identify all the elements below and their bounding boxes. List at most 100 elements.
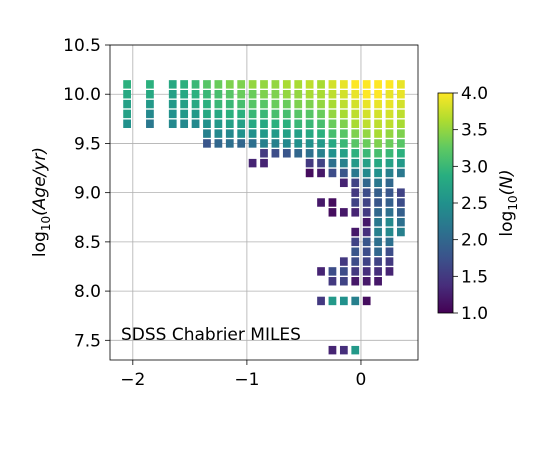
heatmap-cell-223 xyxy=(385,158,394,168)
heatmap-cell-173 xyxy=(362,89,371,99)
heatmap-cell-186 xyxy=(362,217,371,227)
heatmap-cell-137 xyxy=(339,119,348,128)
heatmap-cell-82 xyxy=(282,119,291,128)
heatmap-cell-146 xyxy=(339,267,348,276)
heatmap-cell-145 xyxy=(339,257,348,266)
colorbar-tick-label-5: 3.5 xyxy=(461,121,488,141)
heatmap-cell-1 xyxy=(123,89,131,99)
heatmap-cell-205 xyxy=(374,188,382,197)
heatmap-cell-52 xyxy=(237,139,246,148)
y-tick-label-5: 10.0 xyxy=(63,85,101,105)
heatmap-cell-94 xyxy=(305,80,314,89)
heatmap-cell-172 xyxy=(362,80,371,89)
x-axis-ticks: −2 −1 0 xyxy=(120,360,366,390)
heatmap-cell-218 xyxy=(385,109,394,119)
heatmap-cell-84 xyxy=(282,139,291,148)
heatmap-cell-189 xyxy=(362,247,371,256)
heatmap-cell-217 xyxy=(385,99,394,109)
heatmap-cell-138 xyxy=(339,129,348,138)
heatmap-cell-69 xyxy=(260,158,268,168)
plot-frame xyxy=(109,44,419,361)
heatmap-cell-243 xyxy=(397,158,405,168)
heatmap-cell-34 xyxy=(214,99,223,109)
heatmap-cell-123 xyxy=(328,139,337,148)
heatmap-cell-60 xyxy=(248,158,257,168)
heatmap-cell-168 xyxy=(351,267,360,276)
heatmap-cell-244 xyxy=(397,168,405,178)
heatmap-cell-141 xyxy=(339,158,348,168)
heatmap-cell-106 xyxy=(317,99,325,109)
heatmap-cell-134 xyxy=(339,89,348,99)
heatmap-cell-33 xyxy=(214,89,223,99)
heatmap-cell-108 xyxy=(317,119,325,128)
heatmap-cell-89 xyxy=(294,109,303,119)
heatmap-cell-50 xyxy=(237,119,246,128)
heatmap-cell-67 xyxy=(260,139,268,148)
heatmap-cell-159 xyxy=(351,168,360,178)
heatmap-cell-140 xyxy=(339,149,348,158)
heatmap-cell-101 xyxy=(305,149,314,158)
heatmap-cell-8 xyxy=(146,109,154,119)
y-tick-label-2: 8.5 xyxy=(74,233,101,253)
heatmap-cell-198 xyxy=(374,119,382,128)
heatmap-cell-43 xyxy=(225,119,234,128)
heatmap-cell-25 xyxy=(203,80,211,89)
heatmap-cell-238 xyxy=(397,109,405,119)
heatmap-cell-99 xyxy=(305,129,314,138)
heatmap-cell-230 xyxy=(385,227,394,237)
heatmap-cell-136 xyxy=(339,109,348,119)
heatmap-cell-127 xyxy=(328,198,337,207)
heatmap-cell-248 xyxy=(397,217,405,227)
heatmap-cell-227 xyxy=(385,198,394,207)
heatmap-cell-21 xyxy=(191,89,200,99)
heatmap-cell-90 xyxy=(294,119,303,128)
heatmap-cell-100 xyxy=(305,139,314,148)
heatmap-cell-57 xyxy=(248,119,257,128)
heatmap-cell-51 xyxy=(237,129,246,138)
heatmap-cell-61 xyxy=(260,80,268,89)
heatmap-cell-239 xyxy=(397,119,405,128)
heatmap-cell-80 xyxy=(282,99,291,109)
heatmap-cell-229 xyxy=(385,217,394,227)
heatmap-cell-216 xyxy=(385,89,394,99)
heatmap-cell-161 xyxy=(351,188,360,197)
heatmap-cell-233 xyxy=(385,257,394,266)
heatmap-cell-6 xyxy=(146,89,154,99)
heatmap-cell-210 xyxy=(374,237,382,247)
heatmap-cell-246 xyxy=(397,198,405,207)
heatmap-cell-149 xyxy=(339,345,348,355)
heatmap-cell-105 xyxy=(317,89,325,99)
heatmap-cell-44 xyxy=(225,129,234,138)
heatmap-cell-13 xyxy=(168,109,177,119)
heatmap-cell-175 xyxy=(362,109,371,119)
heatmap-cell-144 xyxy=(339,208,348,217)
heatmap-cell-131 xyxy=(328,296,337,306)
heatmap-cell-122 xyxy=(328,129,337,138)
colorbar-ticks: 1.0 1.5 2.0 2.5 3.0 3.5 4.0 xyxy=(453,84,488,324)
heatmap-cell-157 xyxy=(351,149,360,158)
y-tick-label-1: 8.0 xyxy=(74,282,101,302)
heatmap-cell-47 xyxy=(237,89,246,99)
heatmap-cell-215 xyxy=(385,80,394,89)
heatmap-cell-116 xyxy=(317,296,325,306)
heatmap-cell-178 xyxy=(362,139,371,148)
heatmap-cell-9 xyxy=(146,119,154,128)
heatmap-cell-163 xyxy=(351,208,360,217)
heatmap-cell-19 xyxy=(180,119,189,128)
heatmap-cell-23 xyxy=(191,109,200,119)
heatmap-cell-114 xyxy=(317,198,325,207)
heatmap-cell-176 xyxy=(362,119,371,128)
heatmap-cell-236 xyxy=(397,89,405,99)
heatmap-cell-12 xyxy=(168,99,177,109)
heatmap-cell-30 xyxy=(203,129,211,138)
heatmap-cell-97 xyxy=(305,109,314,119)
heatmap-cell-235 xyxy=(397,80,405,89)
heatmap-cell-70 xyxy=(271,80,280,89)
heatmap-cell-192 xyxy=(362,277,371,286)
heatmap-cell-111 xyxy=(317,149,325,158)
heatmap-cell-160 xyxy=(351,178,360,188)
heatmap-cell-183 xyxy=(362,188,371,197)
heatmap-cell-62 xyxy=(260,89,268,99)
heatmap-cell-39 xyxy=(225,80,234,89)
